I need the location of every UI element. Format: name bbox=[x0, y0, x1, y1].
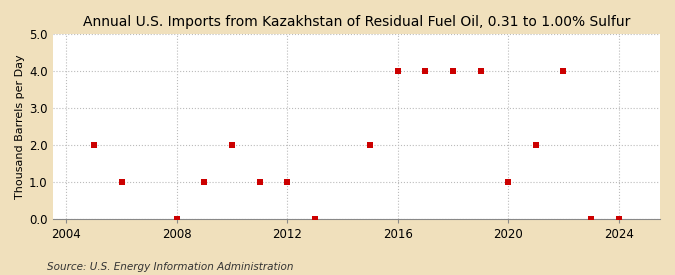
Point bbox=[310, 216, 321, 221]
Y-axis label: Thousand Barrels per Day: Thousand Barrels per Day bbox=[15, 54, 25, 199]
Point bbox=[171, 216, 182, 221]
Point bbox=[558, 69, 569, 73]
Point bbox=[420, 69, 431, 73]
Point bbox=[254, 180, 265, 184]
Point bbox=[475, 69, 486, 73]
Point bbox=[227, 143, 238, 147]
Point bbox=[282, 180, 293, 184]
Point bbox=[613, 216, 624, 221]
Point bbox=[199, 180, 210, 184]
Point bbox=[448, 69, 458, 73]
Point bbox=[531, 143, 541, 147]
Point bbox=[503, 180, 514, 184]
Point bbox=[364, 143, 375, 147]
Point bbox=[392, 69, 403, 73]
Point bbox=[586, 216, 597, 221]
Title: Annual U.S. Imports from Kazakhstan of Residual Fuel Oil, 0.31 to 1.00% Sulfur: Annual U.S. Imports from Kazakhstan of R… bbox=[82, 15, 630, 29]
Text: Source: U.S. Energy Information Administration: Source: U.S. Energy Information Administ… bbox=[47, 262, 294, 272]
Point bbox=[88, 143, 99, 147]
Point bbox=[116, 180, 127, 184]
